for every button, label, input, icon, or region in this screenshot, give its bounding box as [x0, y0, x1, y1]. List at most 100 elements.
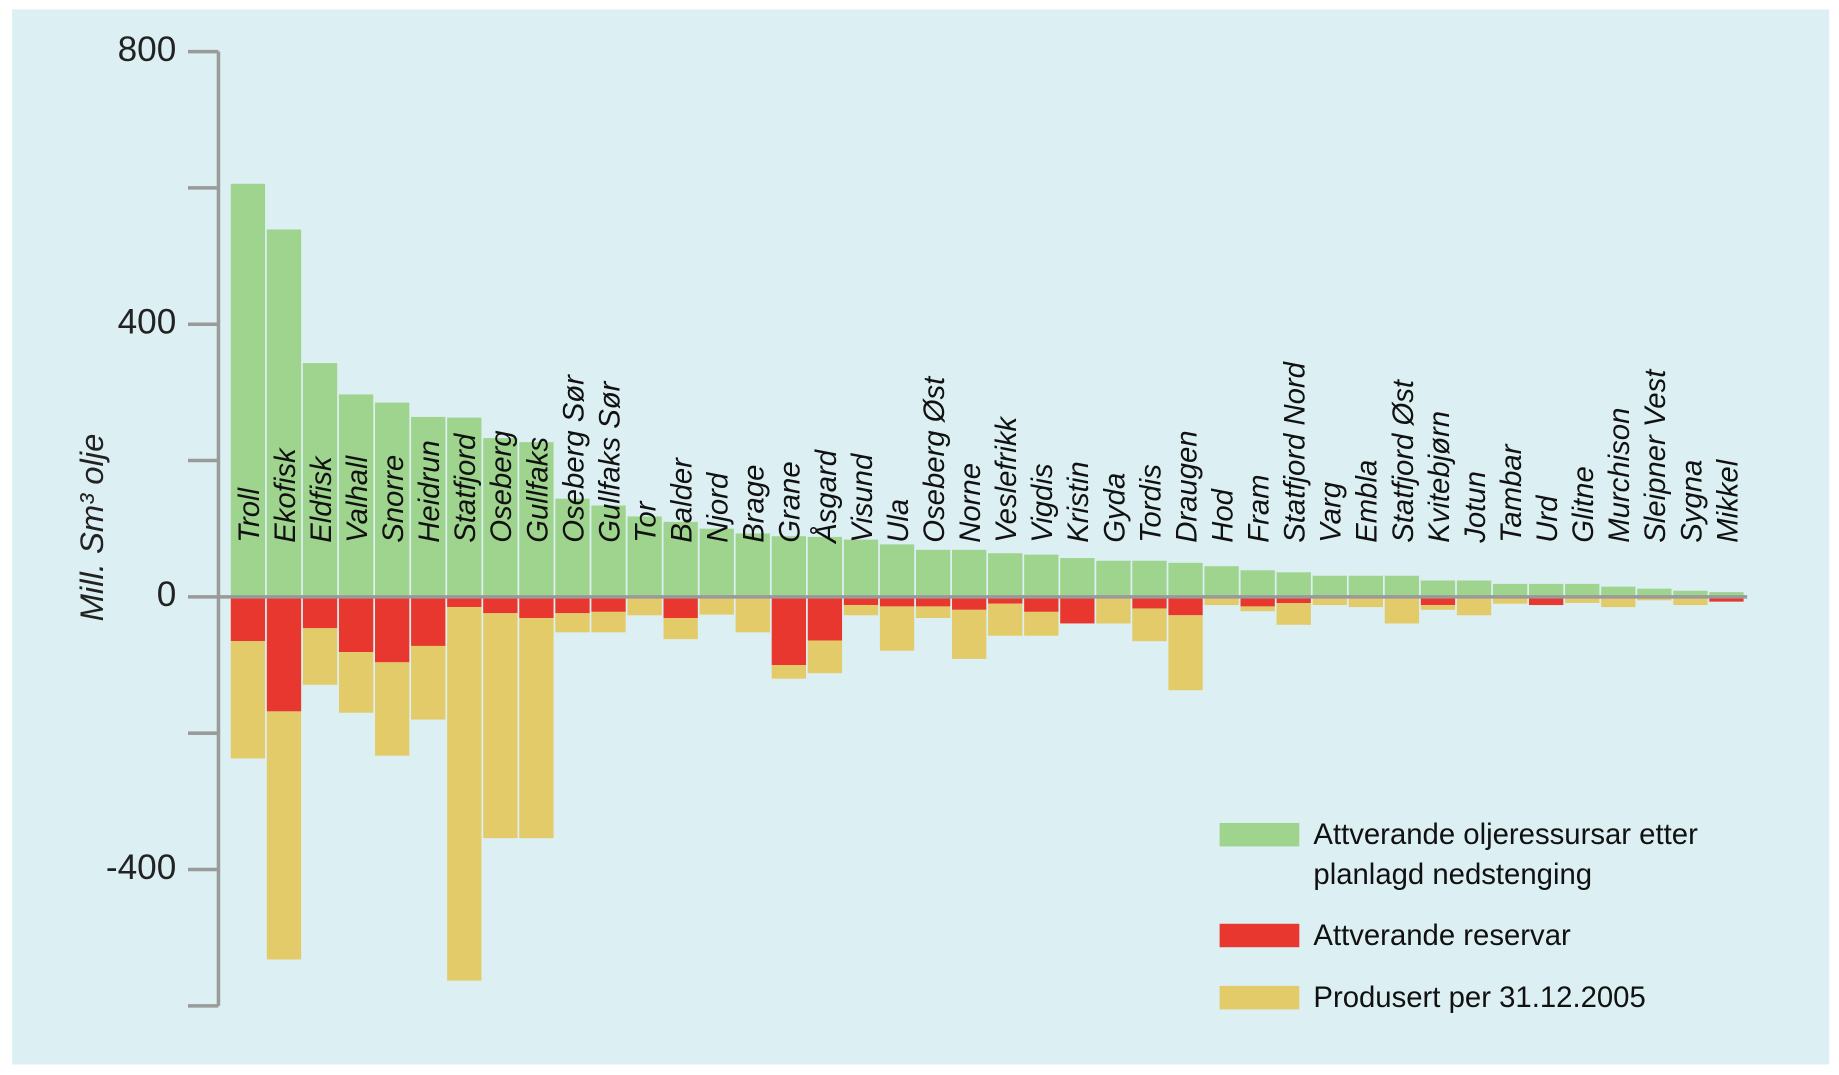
bar-segment: [1492, 583, 1528, 597]
bar-segment: [1529, 583, 1564, 597]
bar-segment: [699, 596, 734, 615]
bar-segment: [1420, 605, 1456, 610]
x-tick-label: Troll: [233, 486, 266, 542]
bar-segment: [807, 536, 843, 597]
bar-segment: [483, 596, 518, 614]
x-tick-label: Kvitebjørn: [1423, 411, 1456, 543]
x-tick-label: Glitne: [1567, 466, 1600, 543]
bar-segment: [1565, 583, 1600, 597]
bar-segment: [1240, 606, 1275, 612]
y-axis-label: Mill. Sm³ olje: [73, 434, 110, 622]
bar-segment: [1132, 560, 1167, 597]
bar-segment: [591, 505, 626, 597]
bar-segment: [1204, 596, 1239, 606]
bar-segment: [952, 609, 987, 659]
bar-segment: [843, 596, 879, 606]
x-tick-label: Statfjord Øst: [1387, 378, 1420, 543]
bar-segment: [1709, 596, 1744, 602]
x-tick-label: Oseberg: [485, 430, 518, 543]
bar-segment: [1492, 596, 1528, 604]
x-tick-label: Norne: [954, 463, 987, 543]
bar-segment: [988, 603, 1023, 636]
bar-segment: [915, 596, 951, 607]
y-tick-label: 800: [118, 30, 177, 69]
bar-segment: [375, 662, 410, 756]
x-tick-label: Åsgard: [810, 448, 843, 545]
y-tick-label: -400: [106, 848, 176, 887]
bar-segment: [879, 606, 915, 651]
bar-segment: [1204, 566, 1239, 597]
bar-segment: [302, 363, 338, 597]
bar-segment: [1312, 575, 1347, 597]
bar-segment: [843, 539, 879, 597]
bar-segment: [1348, 575, 1384, 597]
bar-segment: [807, 596, 843, 641]
bar-segment: [591, 596, 626, 612]
bar-segment: [1060, 558, 1095, 597]
legend-swatch: [1219, 985, 1300, 1010]
bar-segment: [735, 596, 770, 633]
bar-segment: [663, 521, 698, 597]
bar-segment: [915, 549, 951, 597]
bar-segment: [338, 394, 374, 597]
x-tick-label: Urd: [1531, 494, 1564, 543]
bar-segment: [843, 605, 879, 616]
bar-segment: [1024, 611, 1059, 636]
bar-segment: [807, 640, 843, 674]
x-tick-label: Embla: [1351, 460, 1384, 543]
bar-segment: [1168, 562, 1203, 597]
y-tick-label: 400: [118, 303, 177, 342]
bar-segment: [1168, 615, 1203, 691]
bar-segment: [411, 416, 446, 597]
bar-segment: [952, 596, 987, 610]
legend-entry: Attverande reservar: [1313, 919, 1571, 952]
bar-segment: [879, 544, 915, 597]
bar-segment: [1673, 590, 1708, 597]
legend-label: Attverande reservar: [1313, 919, 1571, 952]
bar-segment: [915, 606, 951, 618]
legend-label: Produsert per 31.12.2005: [1313, 981, 1646, 1015]
bar-segment: [447, 596, 482, 608]
bar-segment: [1096, 560, 1131, 597]
x-tick-label: Njord: [702, 471, 735, 543]
x-tick-label: Ula: [882, 499, 915, 543]
bar-segment: [1565, 596, 1600, 604]
bar-segment: [266, 596, 302, 712]
bar-segment: [230, 596, 266, 642]
x-tick-label: Veslefrikk: [990, 416, 1023, 543]
bar-segment: [1348, 596, 1384, 608]
bar-segment: [1024, 554, 1059, 597]
x-tick-label: Brage: [738, 465, 771, 543]
bar-segment: [230, 641, 266, 759]
x-tick-label: Tambar: [1495, 443, 1528, 542]
x-tick-label: Murchison: [1603, 408, 1636, 543]
bar-segment: [266, 711, 302, 960]
bar-segment: [1024, 596, 1059, 612]
bar-segment: [302, 596, 338, 629]
x-tick-label: Eldfisk: [305, 455, 338, 543]
bar-segment: [771, 596, 807, 666]
bar-segment: [735, 533, 770, 597]
bar-segment: [663, 596, 698, 618]
bar-segment: [338, 652, 374, 713]
bar-segment: [1132, 608, 1167, 642]
bar-segment: [375, 402, 410, 597]
bar-segment: [1673, 596, 1708, 606]
bar-segment: [1601, 596, 1636, 608]
bar-segment: [591, 611, 626, 633]
bar-segment: [519, 596, 554, 618]
bar-segment: [1276, 596, 1311, 604]
bar-segment: [447, 607, 482, 981]
x-tick-label: Statfjord Nord: [1279, 360, 1312, 542]
bar-segment: [375, 596, 410, 663]
x-tick-label: Sygna: [1675, 460, 1708, 543]
x-tick-label: Vigdis: [1026, 463, 1059, 543]
bar-segment: [411, 645, 446, 720]
x-tick-label: Visund: [846, 452, 879, 543]
bar-segment: [988, 596, 1023, 604]
x-tick-label: Mikkel: [1711, 458, 1744, 543]
bar-segment: [555, 596, 590, 614]
legend-entry: Attverande oljeressursar etter planlagd …: [1313, 818, 1697, 891]
bar-segment: [1276, 572, 1311, 597]
bar-segment: [483, 613, 518, 839]
